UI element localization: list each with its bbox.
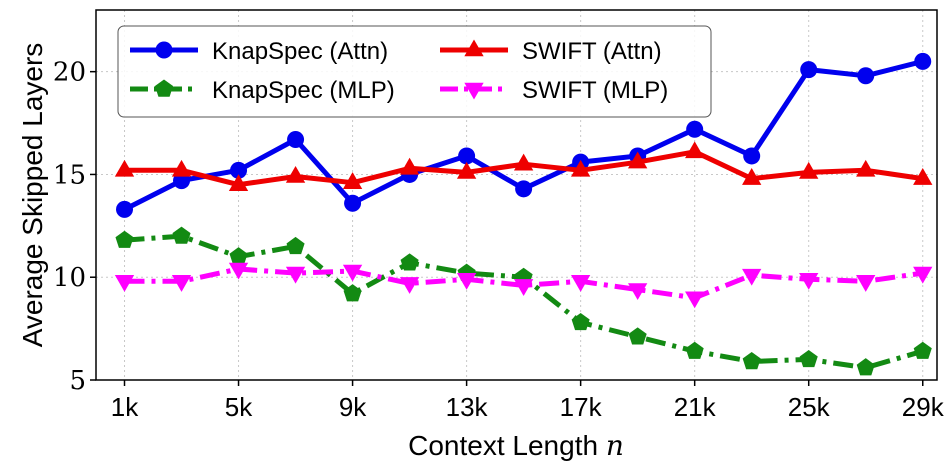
data-point-swift-mlp bbox=[913, 266, 933, 284]
data-point-swift-attn bbox=[913, 168, 933, 185]
data-point-knapspec-mlp bbox=[856, 358, 875, 376]
data-point-swift-mlp bbox=[628, 283, 648, 301]
legend-label-swift-attn: SWIFT (Attn) bbox=[522, 38, 662, 65]
data-point-swift-attn bbox=[228, 174, 249, 192]
legend-frame bbox=[117, 25, 712, 118]
axis-ticks: 1k 5k 9k 13k 17k 21k 25k 29k 5 10 15 20 bbox=[53, 58, 945, 422]
data-point-swift-mlp bbox=[799, 272, 819, 290]
data-point-swift-attn bbox=[513, 153, 534, 171]
legend-marker-swift-mlp bbox=[464, 82, 484, 100]
legend: KnapSpec (Attn) KnapSpec (MLP) SWIFT (Attn… bbox=[117, 25, 712, 118]
data-point-knapspec-mlp bbox=[685, 341, 704, 359]
data-point-swift-mlp bbox=[342, 264, 363, 282]
data-point-swift-mlp bbox=[742, 268, 762, 286]
y-tick-label: 10 bbox=[53, 263, 86, 293]
x-tick-label: 21k bbox=[674, 392, 717, 422]
x-tick-label: 9k bbox=[339, 392, 367, 422]
data-point-knapspec-mlp bbox=[229, 247, 248, 265]
series-layer bbox=[114, 52, 933, 376]
data-point-swift-attn bbox=[685, 141, 705, 159]
data-point-swift-attn bbox=[570, 159, 591, 177]
data-point-knapspec-mlp bbox=[286, 236, 305, 255]
data-point-swift-mlp bbox=[513, 279, 534, 296]
data-point-knapspec-attn bbox=[857, 67, 875, 85]
series-line-swift-mlp bbox=[124, 266, 924, 301]
y-axis-label: Average Skipped Layers bbox=[17, 43, 48, 348]
legend-marker-knapspec-mlp bbox=[154, 79, 174, 97]
data-point-knapspec-mlp bbox=[172, 226, 191, 244]
data-point-swift-mlp bbox=[685, 291, 705, 309]
data-point-swift-attn bbox=[742, 168, 762, 185]
legend-label-knapspec-attn: KnapSpec (Attn) bbox=[212, 38, 388, 65]
data-point-knapspec-attn bbox=[458, 147, 476, 165]
data-point-swift-mlp bbox=[570, 275, 591, 292]
data-point-knapspec-attn bbox=[116, 200, 134, 218]
data-point-knapspec-attn bbox=[515, 180, 533, 198]
y-tick-label: 5 bbox=[69, 366, 86, 396]
data-point-knapspec-attn bbox=[743, 147, 761, 165]
x-tick-label: 17k bbox=[560, 392, 603, 422]
data-point-swift-attn bbox=[285, 166, 306, 183]
x-tick-label: 25k bbox=[788, 392, 831, 422]
data-point-knapspec-attn bbox=[230, 161, 248, 179]
x-tick-label: 1k bbox=[111, 392, 139, 422]
data-point-knapspec-attn bbox=[686, 120, 704, 138]
data-point-knapspec-attn bbox=[344, 194, 362, 212]
data-point-knapspec-mlp bbox=[571, 312, 590, 331]
legend-marker-swift-attn bbox=[464, 39, 484, 57]
data-point-swift-attn bbox=[114, 159, 135, 177]
legend-label-knapspec-mlp: KnapSpec (MLP) bbox=[212, 77, 395, 104]
x-axis-label: Context Length n bbox=[408, 429, 624, 462]
plot-frame bbox=[95, 9, 938, 381]
data-point-knapspec-mlp bbox=[628, 327, 647, 345]
data-point-swift-attn bbox=[456, 161, 477, 179]
data-point-swift-mlp bbox=[285, 266, 306, 284]
data-point-swift-mlp bbox=[171, 275, 192, 292]
legend-label-swift-mlp: SWIFT (MLP) bbox=[522, 77, 668, 104]
data-point-knapspec-mlp bbox=[913, 341, 932, 359]
data-point-swift-attn bbox=[856, 159, 876, 177]
data-point-swift-attn bbox=[799, 161, 819, 179]
data-point-knapspec-mlp bbox=[799, 349, 818, 368]
x-tick-label: 13k bbox=[446, 392, 489, 422]
data-point-swift-mlp bbox=[856, 275, 876, 292]
data-point-knapspec-attn bbox=[800, 61, 818, 79]
series-swift-mlp bbox=[114, 262, 933, 309]
data-point-swift-mlp bbox=[399, 277, 420, 294]
series-swift-attn bbox=[114, 141, 933, 192]
data-point-knapspec-mlp bbox=[742, 352, 761, 370]
data-point-swift-mlp bbox=[228, 262, 249, 280]
x-tick-label: 29k bbox=[902, 392, 945, 422]
data-point-knapspec-mlp bbox=[400, 253, 419, 271]
legend-marker-knapspec-attn bbox=[155, 41, 173, 59]
data-point-knapspec-mlp bbox=[115, 230, 134, 248]
data-point-knapspec-attn bbox=[914, 52, 932, 70]
series-knapspec-mlp bbox=[115, 226, 932, 376]
data-point-knapspec-mlp bbox=[343, 284, 362, 302]
data-point-swift-mlp bbox=[114, 275, 135, 292]
y-tick-label: 20 bbox=[53, 58, 86, 88]
data-point-swift-mlp bbox=[456, 272, 477, 290]
data-point-swift-attn bbox=[628, 151, 648, 169]
data-point-swift-attn bbox=[342, 172, 363, 189]
data-point-swift-attn bbox=[171, 159, 192, 177]
x-tick-label: 5k bbox=[225, 392, 253, 422]
data-point-knapspec-attn bbox=[287, 131, 305, 148]
y-tick-label: 15 bbox=[53, 160, 86, 190]
data-point-swift-attn bbox=[399, 157, 420, 175]
